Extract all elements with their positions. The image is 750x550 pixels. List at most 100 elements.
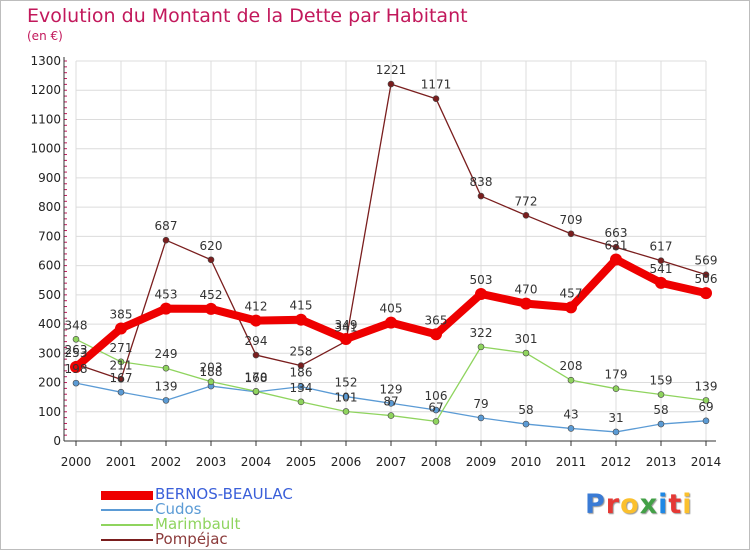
logo-letter: i <box>682 489 693 520</box>
data-label-marimbault-2003: 203 <box>200 361 223 375</box>
data-point-bernos-beaulac-2013 <box>655 276 667 289</box>
data-label-pomp-jac-2013: 617 <box>650 240 673 254</box>
data-point-marimbault-2003 <box>207 378 215 385</box>
data-point-bernos-beaulac-2001 <box>115 322 127 335</box>
data-point-bernos-beaulac-2009 <box>475 287 487 300</box>
data-label-marimbault-2001: 271 <box>110 341 133 355</box>
data-point-cudos-2001 <box>117 388 125 396</box>
data-label-cudos-2006: 152 <box>335 376 358 390</box>
data-label-cudos-2013: 58 <box>653 403 668 417</box>
data-label-bernos-beaulac-2006: 349 <box>335 318 358 332</box>
y-tick-label-900: 900 <box>38 171 61 185</box>
data-label-pomp-jac-2014: 569 <box>695 254 718 268</box>
x-tick-label-2002: 2002 <box>151 455 182 469</box>
y-tick-label-1100: 1100 <box>30 112 61 126</box>
data-label-marimbault-2006: 101 <box>335 390 358 404</box>
data-point-marimbault-2001 <box>117 358 125 366</box>
data-label-bernos-beaulac-2000: 253 <box>65 346 88 360</box>
grid-lines <box>75 60 707 442</box>
x-tick-label-2008: 2008 <box>421 455 452 469</box>
data-label-cudos-2005: 186 <box>290 366 313 380</box>
data-point-marimbault-2013 <box>657 391 665 398</box>
data-point-marimbault-2010 <box>522 349 530 357</box>
data-point-marimbault-2011 <box>567 376 575 384</box>
data-label-pomp-jac-2003: 620 <box>200 239 223 253</box>
data-label-cudos-2003: 188 <box>200 365 223 379</box>
data-label-bernos-beaulac-2005: 415 <box>290 299 313 313</box>
y-tick-label-400: 400 <box>38 317 61 331</box>
data-point-pomp-jac-2004 <box>252 351 260 359</box>
logo-letter: r <box>605 489 621 520</box>
data-point-marimbault-2002 <box>162 364 170 372</box>
data-label-marimbault-2013: 159 <box>650 374 673 388</box>
data-label-cudos-2001: 167 <box>110 371 133 385</box>
data-point-bernos-beaulac-2008 <box>430 328 442 341</box>
data-point-bernos-beaulac-2014 <box>700 287 712 300</box>
data-label-pomp-jac-2006: 341 <box>335 320 358 334</box>
data-label-cudos-2010: 58 <box>518 403 533 417</box>
data-label-pomp-jac-2007: 1221 <box>376 63 407 77</box>
legend-label: Pompéjac <box>155 530 228 548</box>
data-point-marimbault-2014 <box>702 397 710 404</box>
logo-letter: P <box>585 489 606 520</box>
y-tick-label-200: 200 <box>38 376 61 390</box>
x-tick-label-2010: 2010 <box>511 455 542 469</box>
data-label-marimbault-2014: 139 <box>695 379 718 393</box>
data-label-marimbault-2007: 87 <box>383 395 398 409</box>
logo-letter: o <box>620 489 640 520</box>
data-label-marimbault-2011: 208 <box>560 359 583 373</box>
data-label-pomp-jac-2001: 211 <box>110 358 133 372</box>
data-point-marimbault-2008 <box>432 418 440 425</box>
legend-label: BERNOS-BEAULAC <box>155 485 293 503</box>
legend-label: Marimbault <box>155 515 241 533</box>
legend-label: Cudos <box>155 500 202 518</box>
legend-swatch <box>101 491 153 500</box>
data-label-cudos-2014: 69 <box>698 400 713 414</box>
data-label-marimbault-2009: 322 <box>470 326 493 340</box>
data-label-cudos-2007: 129 <box>380 382 403 396</box>
chart-title: Evolution du Montant de la Dette par Hab… <box>27 5 468 27</box>
data-label-cudos-2004: 168 <box>245 371 268 385</box>
data-label-marimbault-2005: 134 <box>290 381 313 395</box>
x-tick-label-2007: 2007 <box>376 455 407 469</box>
y-tick-label-1200: 1200 <box>30 83 61 97</box>
data-point-pomp-jac-2012 <box>612 243 620 251</box>
data-label-pomp-jac-2000: 263 <box>65 343 88 357</box>
proxiti-logo: Proxiti <box>585 489 693 520</box>
data-point-cudos-2000 <box>72 379 80 387</box>
legend-swatch <box>101 509 153 511</box>
y-tick-label-600: 600 <box>38 259 61 273</box>
data-point-marimbault-2006 <box>342 408 350 415</box>
data-point-cudos-2002 <box>162 397 170 404</box>
data-point-bernos-beaulac-2010 <box>520 297 532 310</box>
data-point-marimbault-2004 <box>252 388 260 395</box>
data-point-bernos-beaulac-2000 <box>70 361 82 374</box>
data-label-bernos-beaulac-2004: 412 <box>245 300 268 314</box>
data-label-bernos-beaulac-2007: 405 <box>380 302 403 316</box>
data-point-bernos-beaulac-2003 <box>205 302 217 315</box>
data-label-bernos-beaulac-2009: 503 <box>470 273 493 287</box>
data-label-marimbault-2010: 301 <box>515 332 538 346</box>
data-label-bernos-beaulac-2008: 365 <box>425 313 448 327</box>
x-tick-label-2013: 2013 <box>646 455 677 469</box>
data-label-marimbault-2004: 170 <box>245 370 268 384</box>
data-point-pomp-jac-2010 <box>522 212 530 219</box>
y-tick-label-1000: 1000 <box>30 142 61 156</box>
data-label-cudos-2002: 139 <box>155 379 178 393</box>
logo-letter: t <box>668 489 683 520</box>
data-point-bernos-beaulac-2002 <box>160 302 172 315</box>
data-label-cudos-2000: 198 <box>65 362 88 376</box>
data-point-pomp-jac-2008 <box>432 95 440 103</box>
x-tick-label-2004: 2004 <box>241 455 272 469</box>
legend-swatch <box>101 539 153 541</box>
data-label-cudos-2008: 106 <box>425 389 448 403</box>
data-label-pomp-jac-2002: 687 <box>155 219 178 233</box>
data-point-bernos-beaulac-2004 <box>250 314 262 327</box>
legend-swatch <box>101 524 153 526</box>
data-label-bernos-beaulac-2001: 385 <box>110 307 133 321</box>
data-point-pomp-jac-2007 <box>387 80 395 88</box>
data-label-pomp-jac-2004: 294 <box>245 334 268 348</box>
x-tick-label-2009: 2009 <box>466 455 497 469</box>
data-labels: 253 385 453 452 412 415 349 405 365 503 470 457 621 5… <box>65 63 718 425</box>
